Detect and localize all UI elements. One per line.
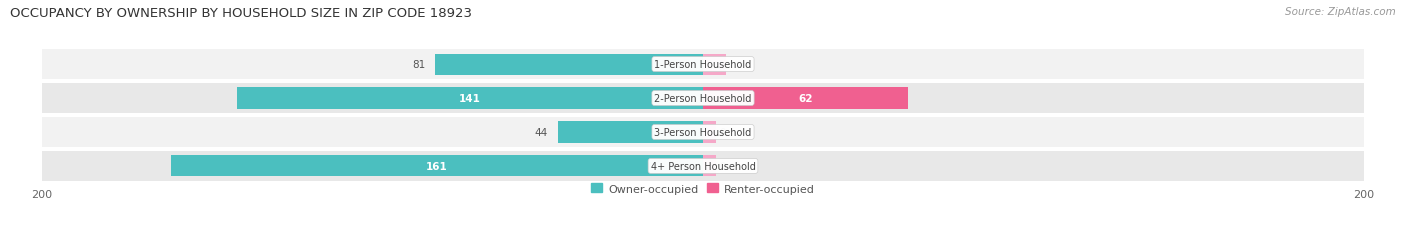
Bar <box>558 122 703 143</box>
Bar <box>42 84 1364 113</box>
Text: 62: 62 <box>799 94 813 103</box>
Text: OCCUPANCY BY OWNERSHIP BY HOUSEHOLD SIZE IN ZIP CODE 18923: OCCUPANCY BY OWNERSHIP BY HOUSEHOLD SIZE… <box>10 7 472 20</box>
Bar <box>703 54 725 75</box>
Text: 3-Person Household: 3-Person Household <box>654 128 752 137</box>
Bar <box>703 156 716 177</box>
Text: Source: ZipAtlas.com: Source: ZipAtlas.com <box>1285 7 1396 17</box>
Text: 44: 44 <box>534 128 548 137</box>
Text: 141: 141 <box>460 94 481 103</box>
Bar <box>703 122 716 143</box>
Text: 1-Person Household: 1-Person Household <box>654 60 752 70</box>
Text: 161: 161 <box>426 161 449 171</box>
Bar <box>238 88 703 109</box>
Bar <box>703 88 908 109</box>
Bar <box>172 156 703 177</box>
Bar <box>436 54 703 75</box>
Bar <box>42 50 1364 80</box>
Text: 0: 0 <box>720 161 725 171</box>
Text: 4+ Person Household: 4+ Person Household <box>651 161 755 171</box>
Text: 7: 7 <box>742 60 749 70</box>
Text: 2-Person Household: 2-Person Household <box>654 94 752 103</box>
Bar <box>42 118 1364 147</box>
Text: 81: 81 <box>412 60 426 70</box>
Text: 0: 0 <box>720 128 725 137</box>
Bar <box>42 151 1364 181</box>
Legend: Owner-occupied, Renter-occupied: Owner-occupied, Renter-occupied <box>589 181 817 196</box>
